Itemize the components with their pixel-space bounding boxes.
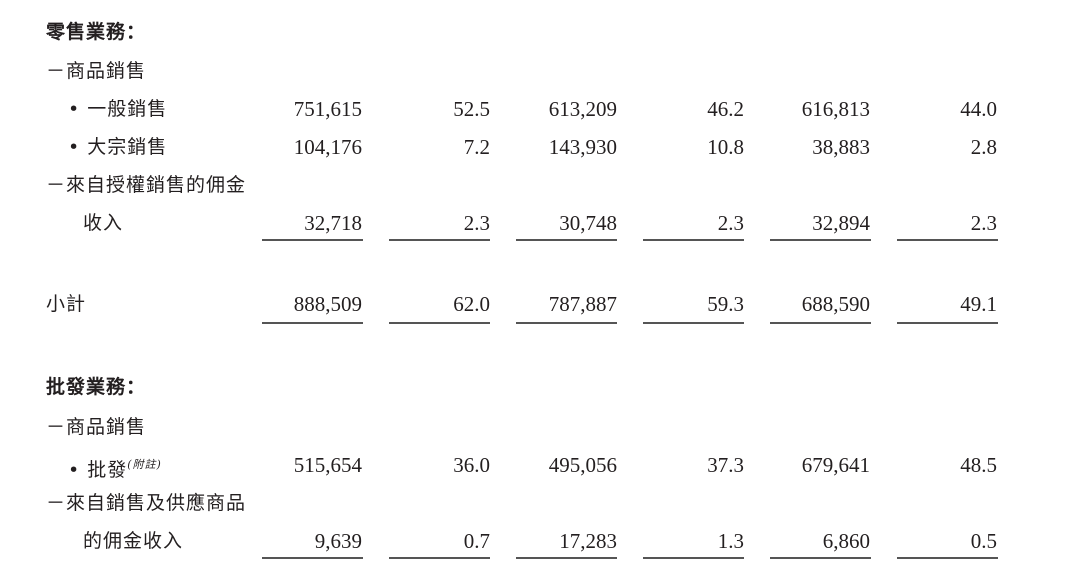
cell: 515,654 xyxy=(293,453,362,477)
cell: 6,860 xyxy=(822,529,870,553)
cell: 38,883 xyxy=(812,135,870,159)
retail-goods-label: －商品銷售 xyxy=(46,60,147,82)
cell: 52.5 xyxy=(453,97,490,121)
wholesale-goods-label: －商品銷售 xyxy=(46,416,147,438)
row-label: 小計 xyxy=(46,293,87,315)
cell: 104,176 xyxy=(293,135,362,159)
cell: 49.1 xyxy=(960,292,997,316)
table-row-bulk-sales: • 大宗銷售 104,176 7.2 143,930 10.8 38,883 2… xyxy=(0,132,1080,162)
cell: 30,748 xyxy=(559,211,617,235)
cell: 32,718 xyxy=(304,211,362,235)
cell: 17,283 xyxy=(559,529,617,553)
row-label: • 批發(附註) xyxy=(68,450,162,485)
cell: 0.7 xyxy=(463,529,490,553)
cell: 46.2 xyxy=(707,97,744,121)
cell: 2.3 xyxy=(717,211,744,235)
wholesale-commission-label-row: －來自銷售及供應商品 xyxy=(0,488,1080,518)
table-row-subtotal: 小計 888,509 62.0 787,887 59.3 688,590 49.… xyxy=(0,289,1080,319)
cell: 679,641 xyxy=(801,453,870,477)
cell: 10.8 xyxy=(707,135,744,159)
row-label: －來自銷售及供應商品 xyxy=(46,492,247,514)
cell: 36.0 xyxy=(453,453,490,477)
cell: 44.0 xyxy=(960,97,997,121)
row-label-text: • 批發 xyxy=(68,459,128,481)
cell: 0.5 xyxy=(970,529,997,553)
cell: 495,056 xyxy=(548,453,617,477)
cell: 37.3 xyxy=(707,453,744,477)
row-label: • 一般銷售 xyxy=(68,98,168,120)
cell: 32,894 xyxy=(812,211,870,235)
wholesale-heading: 批發業務： xyxy=(46,376,147,398)
wholesale-heading-row: 批發業務： xyxy=(0,372,1080,402)
row-label: • 大宗銷售 xyxy=(68,136,168,158)
footnote-reference: (附註) xyxy=(127,458,162,471)
cell: 143,930 xyxy=(548,135,617,159)
cell: 9,639 xyxy=(314,529,362,553)
table-row-wholesale: • 批發(附註) 515,654 36.0 495,056 37.3 679,6… xyxy=(0,450,1080,481)
row-label: 收入 xyxy=(83,212,124,234)
cell: 888,509 xyxy=(293,292,362,316)
cell: 59.3 xyxy=(707,292,744,316)
retail-goods-row: －商品銷售 xyxy=(0,56,1080,86)
cell: 616,813 xyxy=(801,97,870,121)
cell: 787,887 xyxy=(548,292,617,316)
cell: 751,615 xyxy=(293,97,362,121)
retail-heading-row: 零售業務： xyxy=(0,17,1080,47)
cell: 2.3 xyxy=(970,211,997,235)
cell: 2.8 xyxy=(970,135,997,159)
cell: 62.0 xyxy=(453,292,490,316)
row-label: －來自授權銷售的佣金 xyxy=(46,174,247,196)
retail-heading: 零售業務： xyxy=(46,21,147,43)
cell: 1.3 xyxy=(717,529,744,553)
cell: 688,590 xyxy=(801,292,870,316)
cell: 2.3 xyxy=(463,211,490,235)
cell: 7.2 xyxy=(463,135,490,159)
table-row-general-sales: • 一般銷售 751,615 52.5 613,209 46.2 616,813… xyxy=(0,94,1080,124)
wholesale-goods-row: －商品銷售 xyxy=(0,412,1080,442)
table-row-wholesale-commission: 的佣金收入 9,639 0.7 17,283 1.3 6,860 0.5 xyxy=(0,526,1080,556)
cell: 48.5 xyxy=(960,453,997,477)
table-row-retail-commission: 收入 32,718 2.3 30,748 2.3 32,894 2.3 xyxy=(0,208,1080,238)
cell: 613,209 xyxy=(548,97,617,121)
row-label: 的佣金收入 xyxy=(83,530,184,552)
retail-commission-label-row: －來自授權銷售的佣金 xyxy=(0,170,1080,200)
